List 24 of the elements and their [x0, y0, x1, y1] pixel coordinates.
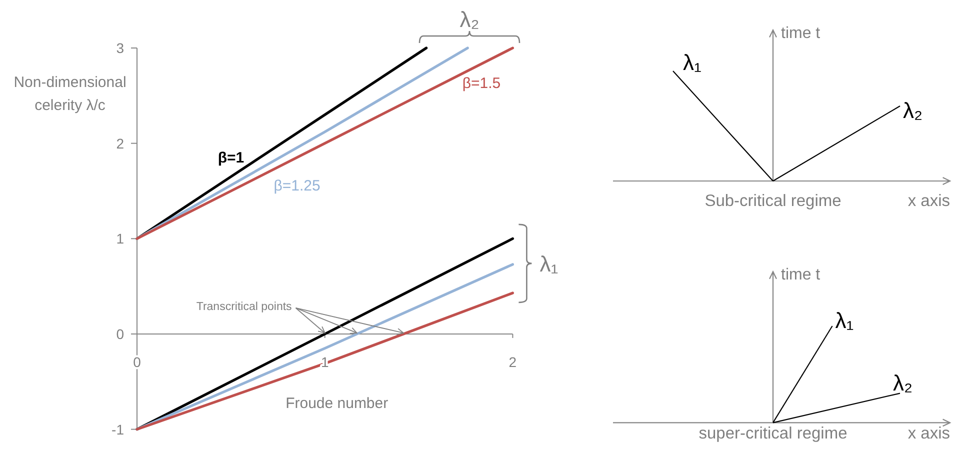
text: time t [781, 24, 821, 42]
annotation: λ₂ [460, 6, 480, 32]
text: λ₂ [903, 98, 923, 122]
y-tick-label: 2 [116, 135, 124, 152]
series-label: β=1 [218, 149, 244, 166]
text: x axis [908, 424, 950, 443]
x-axis-title: Froude number [286, 394, 388, 412]
text: λ₂ [893, 370, 913, 395]
text: time t [781, 266, 821, 284]
y-tick-label: 0 [116, 326, 124, 342]
annotation: λ₁ [540, 250, 558, 276]
y-tick-label: -1 [112, 421, 124, 438]
series-label: β=1.5 [462, 74, 501, 92]
y-tick-label: 1 [116, 230, 124, 247]
x-tick-label: 2 [508, 354, 517, 370]
series-label: β=1.25 [274, 177, 320, 194]
text: λ₁ [683, 50, 702, 74]
text: super-critical regime [698, 424, 848, 443]
text: x axis [908, 192, 950, 210]
text: λ₁ [835, 308, 854, 332]
annotation: Transcritical points [196, 300, 292, 313]
y-tick-label: 3 [116, 40, 124, 56]
y-axis-title: Non-dimensional celerity λ/c [14, 74, 126, 114]
text: Sub-critical regime [704, 192, 842, 210]
